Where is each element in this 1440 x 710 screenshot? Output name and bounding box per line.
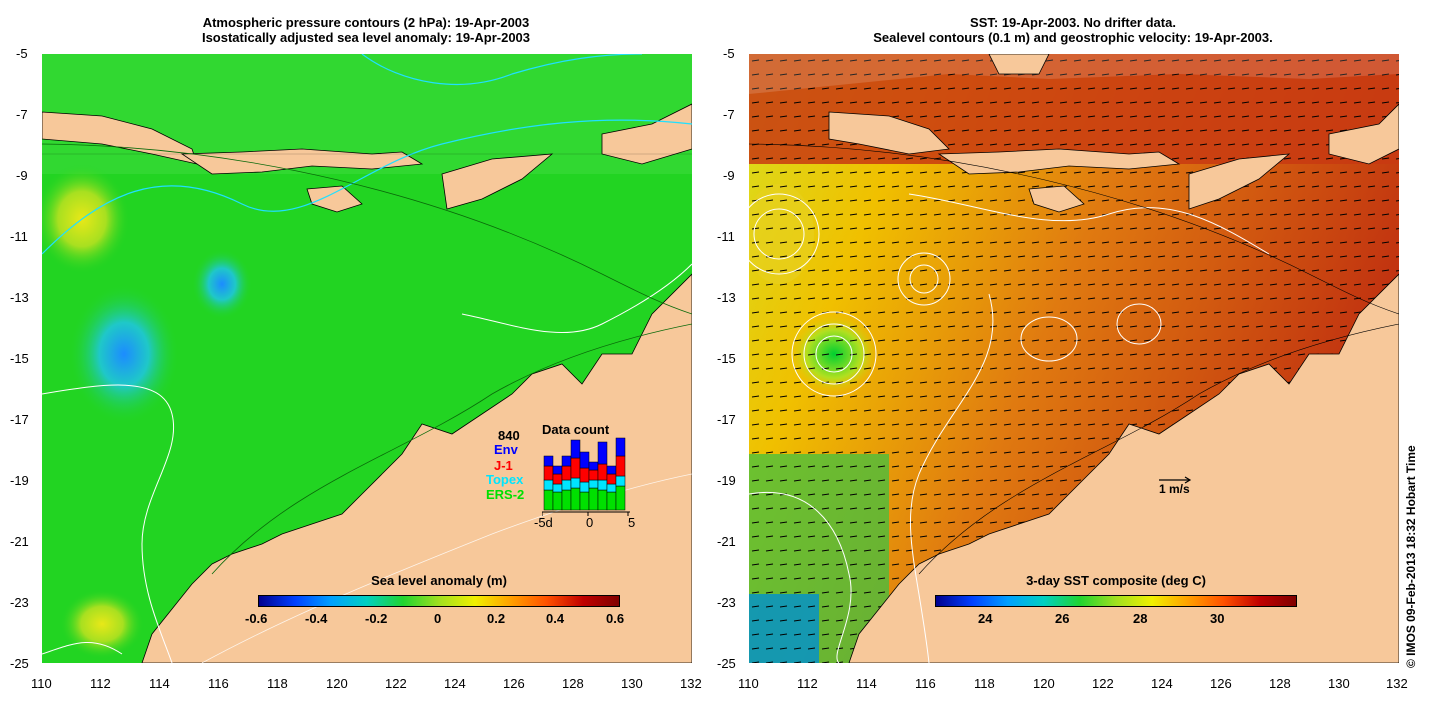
right-map xyxy=(749,54,1399,663)
left-ytick-6: -15 xyxy=(10,351,29,366)
left-xtick-11: 130 xyxy=(621,676,643,691)
left-ytick-5: -13 xyxy=(10,290,29,305)
right-ytick-11: -25 xyxy=(717,656,736,671)
right-xtick-10: 128 xyxy=(1269,676,1291,691)
right-ytick-4: -11 xyxy=(717,229,735,244)
left-xtick-1: 110 xyxy=(31,676,52,691)
left-xtick-9: 126 xyxy=(503,676,525,691)
right-map-svg xyxy=(749,54,1399,663)
right-ytick-7: -17 xyxy=(717,412,736,427)
left-cb-tick-3: -0.2 xyxy=(365,611,388,626)
data-count-xtick-1: -5d xyxy=(534,515,553,530)
left-map xyxy=(42,54,692,663)
left-ytick-1: -5 xyxy=(16,46,28,61)
legend-topex: Topex xyxy=(486,472,524,487)
left-ytick-2: -7 xyxy=(16,107,28,122)
left-xtick-12: 132 xyxy=(680,676,702,691)
right-ytick-5: -13 xyxy=(717,290,736,305)
left-title: Atmospheric pressure contours (2 hPa): 1… xyxy=(40,15,692,45)
data-count-title: Data count xyxy=(542,422,610,437)
left-title-line1: Atmospheric pressure contours (2 hPa): 1… xyxy=(202,15,530,30)
data-count-legend: 840 Data count Env J-1 Topex ERS-2 -5d 0… xyxy=(484,422,644,534)
data-count-xtick-3: 5 xyxy=(628,515,636,530)
right-title-line1: SST: 19-Apr-2003. No drifter data. xyxy=(970,15,1176,30)
data-count-xtick-2: 0 xyxy=(586,515,594,530)
right-xtick-7: 122 xyxy=(1092,676,1114,691)
right-ytick-2: -7 xyxy=(723,107,735,122)
right-ytick-6: -15 xyxy=(717,351,736,366)
left-cb-tick-6: 0.4 xyxy=(546,611,565,626)
right-xtick-9: 126 xyxy=(1210,676,1232,691)
right-cb-tick-3: 28 xyxy=(1133,611,1148,626)
right-xtick-12: 132 xyxy=(1386,676,1408,691)
right-xtick-11: 130 xyxy=(1328,676,1350,691)
right-xtick-5: 118 xyxy=(974,676,995,691)
data-count-bars xyxy=(542,437,630,516)
data-count-total: 840 xyxy=(498,428,520,443)
left-ytick-7: -17 xyxy=(10,412,29,427)
legend-ers2: ERS-2 xyxy=(486,487,525,502)
left-cb-tick-5: 0.2 xyxy=(487,611,506,626)
left-xtick-6: 120 xyxy=(326,676,348,691)
left-colorbar xyxy=(258,595,620,607)
left-ytick-9: -21 xyxy=(10,534,29,549)
right-xtick-4: 116 xyxy=(915,676,936,691)
left-ytick-4: -11 xyxy=(10,229,28,244)
right-ytick-8: -19 xyxy=(717,473,736,488)
legend-j1: J-1 xyxy=(494,458,513,473)
left-xtick-5: 118 xyxy=(267,676,288,691)
copyright-text: © IMOS 09-Feb-2013 18:32 Hobart Time xyxy=(1404,445,1418,668)
left-xtick-4: 116 xyxy=(208,676,229,691)
right-ytick-10: -23 xyxy=(717,595,736,610)
right-title-line2: Sealevel contours (0.1 m) and geostrophi… xyxy=(873,30,1273,45)
right-title: SST: 19-Apr-2003. No drifter data. Seale… xyxy=(748,15,1398,45)
right-xtick-2: 112 xyxy=(797,676,818,691)
left-xtick-2: 112 xyxy=(90,676,111,691)
left-cb-tick-2: -0.4 xyxy=(305,611,328,626)
left-title-line2: Isostatically adjusted sea level anomaly… xyxy=(201,30,531,45)
left-ytick-8: -19 xyxy=(10,473,29,488)
left-cb-tick-7: 0.6 xyxy=(606,611,625,626)
left-xtick-3: 114 xyxy=(149,676,170,691)
right-xtick-1: 110 xyxy=(738,676,759,691)
right-ytick-9: -21 xyxy=(717,534,736,549)
right-cb-tick-4: 30 xyxy=(1210,611,1225,626)
right-colorbar-title: 3-day SST composite (deg C) xyxy=(1026,573,1206,588)
left-ytick-11: -25 xyxy=(10,656,29,671)
left-ytick-3: -9 xyxy=(16,168,28,183)
left-ytick-10: -23 xyxy=(10,595,29,610)
left-colorbar-title: Sea level anomaly (m) xyxy=(371,573,507,588)
left-xtick-10: 128 xyxy=(562,676,584,691)
left-cb-tick-1: -0.6 xyxy=(245,611,268,626)
left-cb-tick-4: 0 xyxy=(434,611,442,626)
right-cb-tick-1: 24 xyxy=(978,611,993,626)
left-map-svg xyxy=(42,54,692,663)
left-xtick-8: 124 xyxy=(444,676,466,691)
right-xtick-8: 124 xyxy=(1151,676,1173,691)
right-colorbar xyxy=(935,595,1297,607)
right-xtick-3: 114 xyxy=(856,676,877,691)
right-cb-tick-2: 26 xyxy=(1055,611,1070,626)
right-ytick-3: -9 xyxy=(723,168,735,183)
left-xtick-7: 122 xyxy=(385,676,407,691)
legend-env: Env xyxy=(494,442,518,457)
right-ytick-1: -5 xyxy=(723,46,735,61)
velocity-scale-label: 1 m/s xyxy=(1159,482,1190,496)
right-xtick-6: 120 xyxy=(1033,676,1055,691)
